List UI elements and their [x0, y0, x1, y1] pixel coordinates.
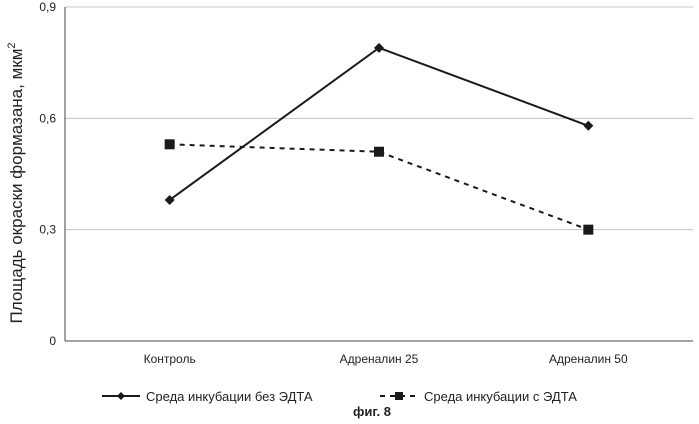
series-2-point	[583, 224, 594, 235]
x-tick-label: Адреналин 25	[340, 352, 419, 366]
legend-label: Среда инкубации с ЭДТА	[424, 389, 577, 404]
series-1-line	[169, 46, 589, 201]
legend: Среда инкубации без ЭДТА Среда инкубации …	[102, 389, 577, 404]
y-tick-label: 0,9	[39, 0, 56, 14]
y-axis-label: Площадь окраски формазана, мкм2	[6, 42, 26, 323]
x-tick-label: Контроль	[144, 352, 196, 366]
figure-caption: фиг. 8	[353, 404, 391, 419]
x-tick-labels: Контроль Адреналин 25 Адреналин 50	[144, 352, 628, 366]
series-2	[164, 139, 594, 235]
series-1	[164, 42, 594, 205]
series-1-point	[164, 194, 175, 205]
series-group	[164, 42, 594, 235]
legend-item-1: Среда инкубации без ЭДТА	[102, 389, 313, 404]
series-1-point	[583, 120, 594, 131]
series-1-point	[374, 42, 384, 53]
gridlines	[65, 6, 693, 231]
y-tick-label: 0,3	[39, 223, 56, 237]
legend-2-point	[395, 392, 403, 400]
legend-1-point	[117, 392, 125, 400]
series-2-line	[169, 143, 589, 231]
y-tick-label: 0	[49, 334, 56, 348]
legend-item-2: Среда инкубации с ЭДТА	[380, 389, 577, 404]
y-axis-label-superscript: 2	[6, 42, 18, 48]
y-tick-labels: 0 0,3 0,6 0,9	[39, 0, 56, 348]
x-tick-label: Адреналин 50	[549, 352, 628, 366]
series-2-point	[374, 146, 384, 157]
y-tick-label: 0,6	[39, 111, 56, 125]
y-axis-label-text: Площадь окраски формазана, мкм	[7, 49, 26, 324]
series-2-point	[164, 139, 175, 150]
legend-label: Среда инкубации без ЭДТА	[146, 389, 313, 404]
axes	[64, 7, 693, 342]
